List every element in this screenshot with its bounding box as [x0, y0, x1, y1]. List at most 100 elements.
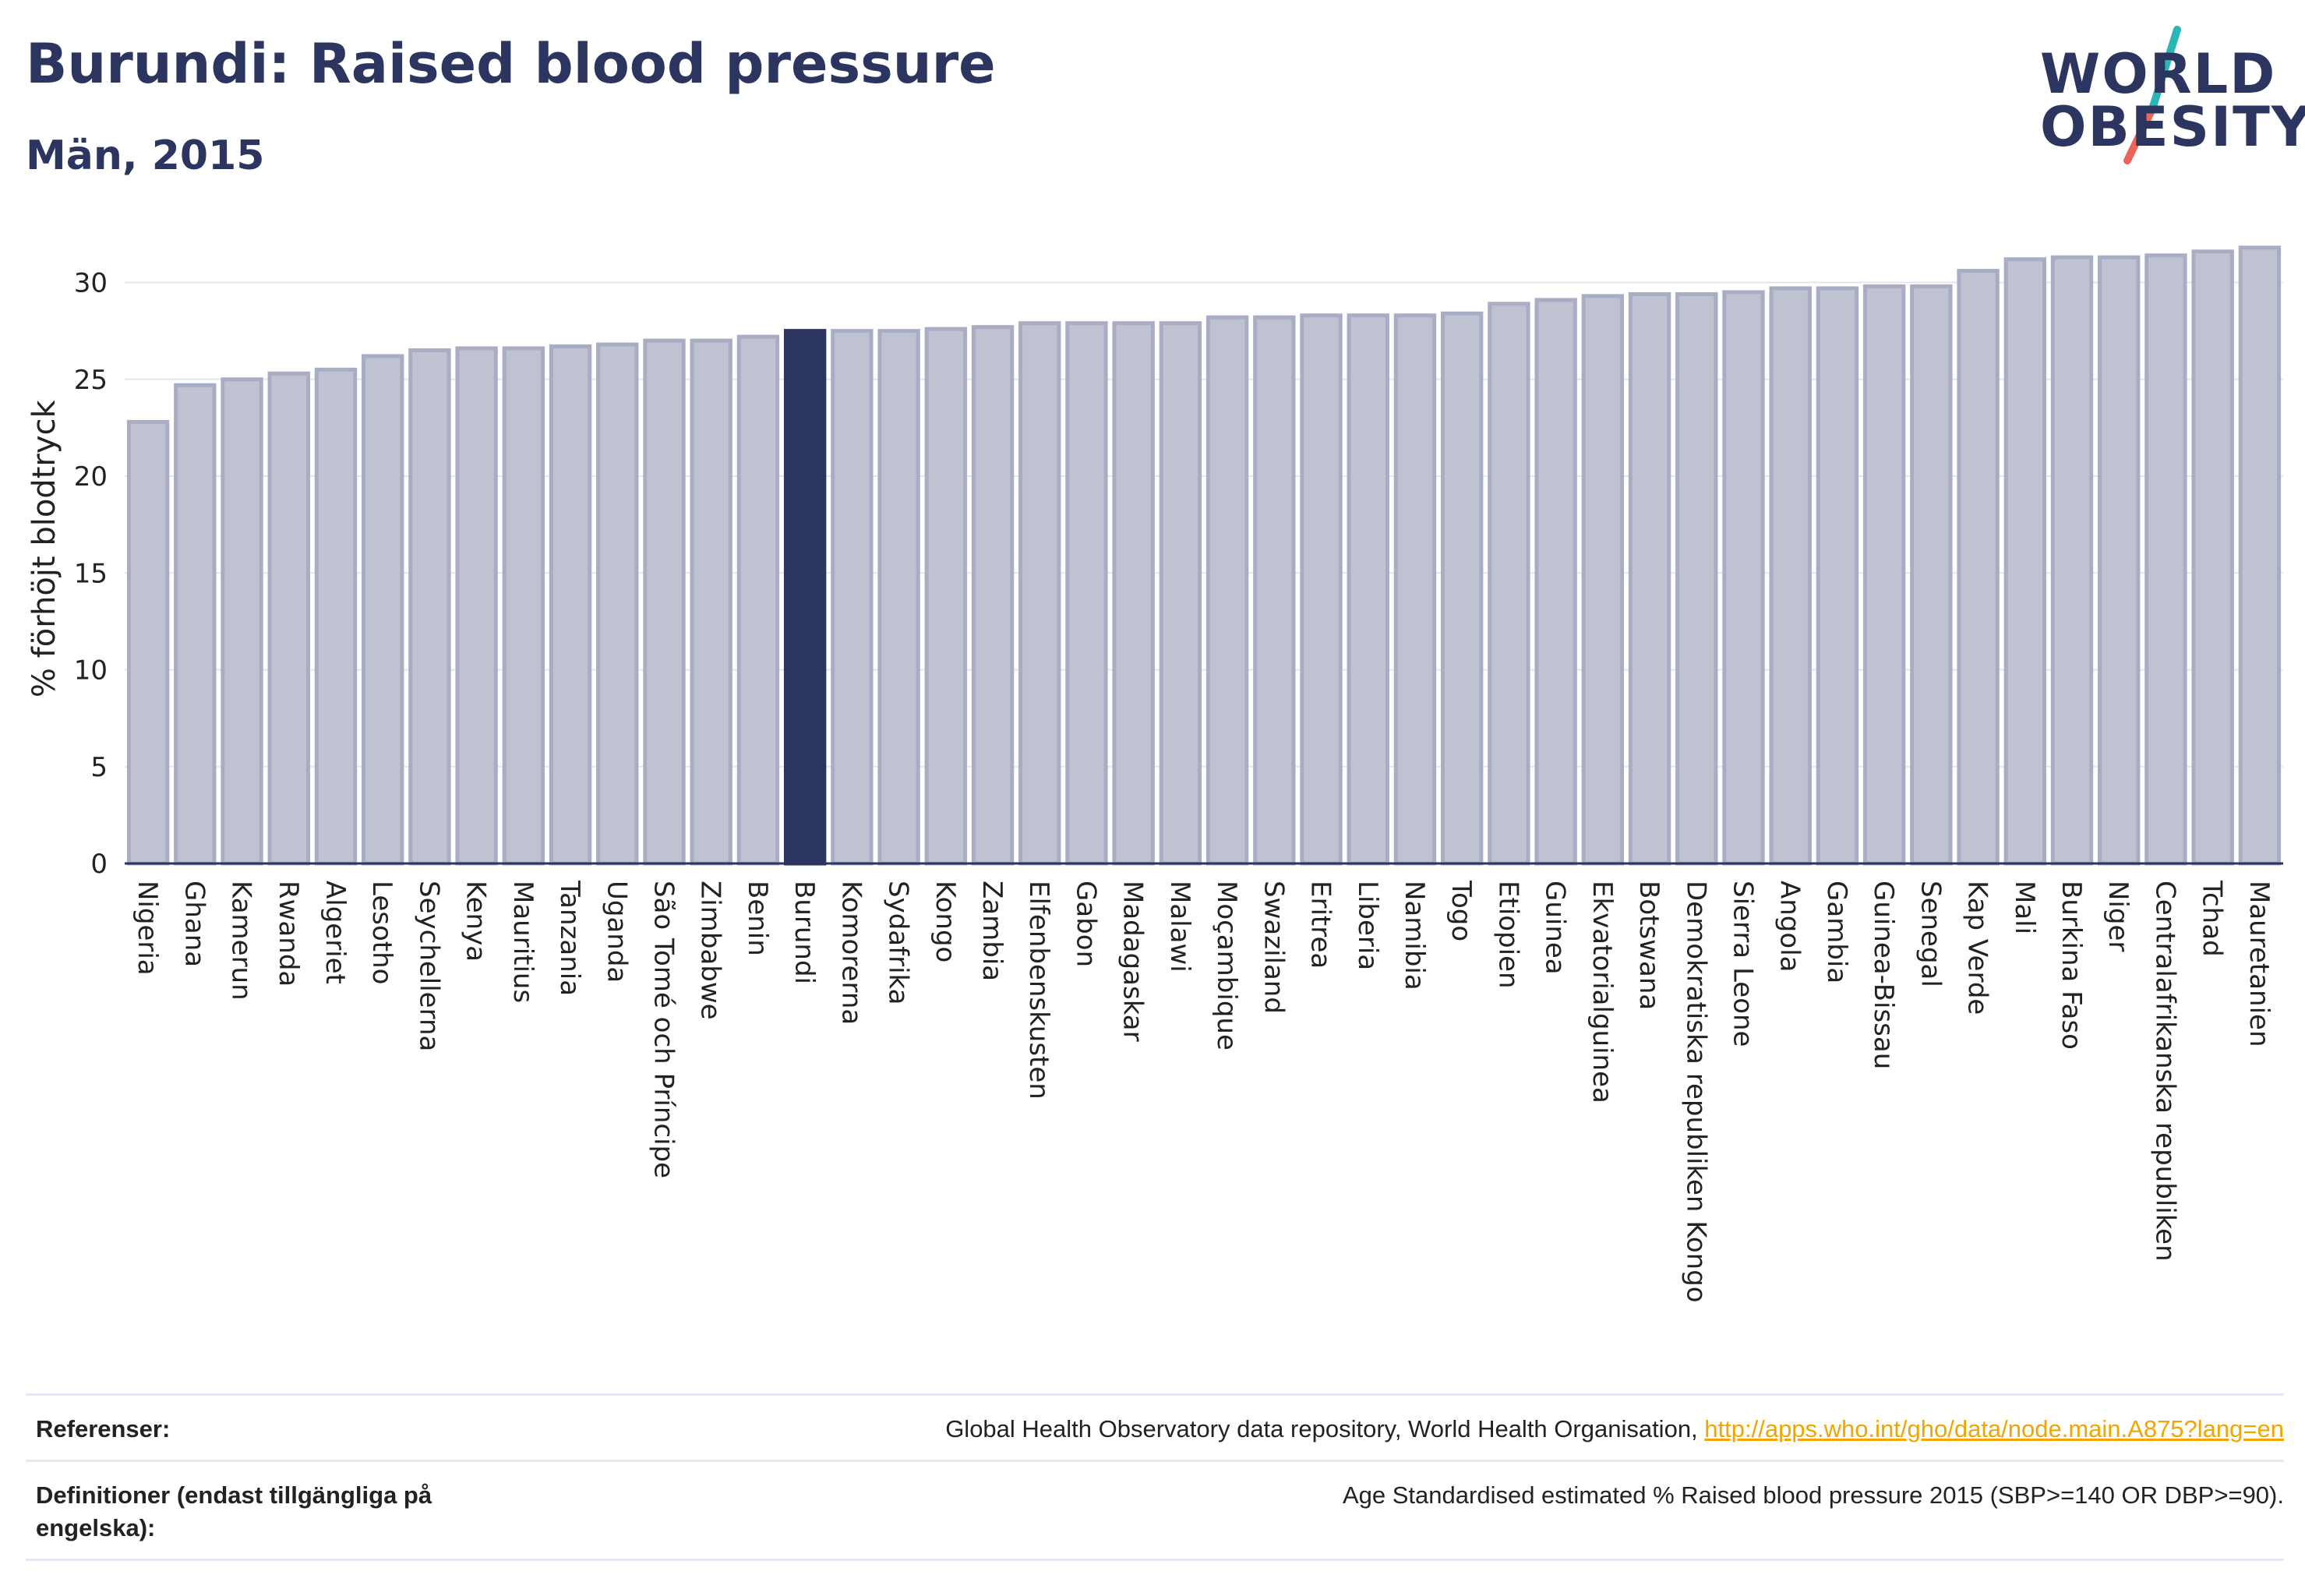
x-tick-label: Algeriet: [319, 881, 351, 984]
x-tick-label: Eritrea: [1305, 881, 1336, 969]
definitions-row: Definitioner (endast tillgängliga på eng…: [26, 1459, 2284, 1561]
references-link[interactable]: http://apps.who.int/gho/data/node.main.A…: [1704, 1415, 2284, 1442]
bar-19: [1018, 321, 1061, 866]
bar-4: [314, 367, 358, 866]
x-tick-label: Benin: [742, 881, 773, 956]
chart-subtitle: Män, 2015: [26, 132, 265, 179]
bar-36: [1816, 286, 1859, 866]
logo-line2: OBESITY: [2040, 95, 2305, 159]
definitions-label: Definitioner (endast tillgängliga på eng…: [36, 1481, 432, 1541]
bar-28: [1441, 311, 1484, 866]
x-tick-label: Moçambique: [1211, 881, 1242, 1050]
bar-42: [2098, 255, 2141, 866]
bar-10: [596, 342, 639, 866]
bar-31: [1581, 294, 1625, 866]
x-tick-label: Ghana: [178, 881, 210, 967]
bar-25: [1300, 313, 1343, 866]
references-text: Global Health Observatory data repositor…: [945, 1415, 1705, 1442]
y-tick-label: 30: [74, 268, 108, 299]
y-tick-label: 15: [74, 558, 108, 589]
bar-33: [1675, 291, 1718, 866]
x-tick-label: Burkina Faso: [2056, 881, 2087, 1050]
x-tick-label: Mauritius: [507, 881, 538, 1003]
y-axis-title: % förhöjt blodtryck: [26, 400, 62, 698]
references-value: Global Health Observatory data repositor…: [945, 1413, 2284, 1446]
chart-title: Burundi: Raised blood pressure: [26, 32, 996, 96]
bar-39: [1957, 269, 2000, 866]
bar-27: [1393, 313, 1437, 866]
bar-11: [643, 338, 686, 866]
bar-26: [1347, 313, 1389, 866]
bar-18: [971, 325, 1015, 866]
x-tick-label: São Tomé och Príncipe: [648, 881, 679, 1178]
bar-29: [1488, 302, 1530, 866]
x-tick-label: Lesotho: [366, 881, 397, 984]
bar-45: [2238, 245, 2282, 866]
x-tick-label: Guinea-Bissau: [1868, 881, 1899, 1069]
x-tick-label: Liberia: [1352, 881, 1383, 970]
definitions-value: Age Standardised estimated % Raised bloo…: [1342, 1481, 2284, 1509]
bar-41: [2050, 255, 2094, 866]
bar-16: [877, 329, 920, 866]
x-tick-label: Angola: [1774, 881, 1806, 972]
bar-40: [2003, 257, 2046, 866]
y-tick-label: 0: [90, 849, 108, 880]
x-tick-label: Botswana: [1633, 881, 1664, 1010]
x-tick-label: Rwanda: [273, 881, 304, 987]
x-tick-label: Kamerun: [226, 881, 257, 1001]
bar-34: [1722, 290, 1765, 866]
y-tick-label: 5: [90, 752, 108, 783]
bar-23: [1205, 315, 1249, 866]
x-tick-label: Seychellerna: [413, 881, 444, 1051]
x-tick-label: Gabon: [1070, 881, 1101, 967]
bar-5: [362, 354, 404, 866]
bar-0: [126, 419, 170, 866]
world-obesity-logo: WORLD OBESITY: [2026, 23, 2305, 171]
bar-7: [455, 346, 498, 866]
bar-20: [1065, 321, 1108, 866]
x-tick-label: Swaziland: [1258, 881, 1289, 1014]
x-tick-label: Mauretanien: [2243, 881, 2275, 1047]
bar-1: [174, 383, 217, 866]
bar-37: [1862, 284, 1906, 866]
bar-9: [549, 344, 592, 866]
bar-6: [408, 348, 451, 866]
bar-44: [2191, 249, 2234, 866]
x-tick-label: Elfenbenskusten: [1023, 881, 1054, 1100]
bar-21: [1112, 321, 1155, 866]
x-tick-label: Kenya: [461, 881, 492, 962]
footer: Referenser: Global Health Observatory da…: [26, 1393, 2284, 1561]
x-tick-label: Komorerna: [835, 881, 867, 1025]
bar-38: [1910, 284, 1953, 866]
x-tick-label: Kongo: [930, 881, 961, 962]
y-tick-label: 10: [74, 655, 108, 687]
x-tick-label: Uganda: [601, 881, 632, 983]
bar-24: [1253, 315, 1296, 866]
references-row: Referenser: Global Health Observatory da…: [26, 1393, 2284, 1460]
x-tick-label: Sydafrika: [883, 881, 914, 1005]
bar-15: [831, 329, 874, 866]
bar-32: [1628, 291, 1671, 866]
x-tick-label: Kap Verde: [1962, 881, 1993, 1015]
y-tick-label: 20: [74, 461, 108, 493]
x-tick-label: Tchad: [2197, 880, 2228, 957]
bar-13: [736, 334, 780, 866]
x-tick-label: Etiopien: [1492, 881, 1523, 989]
x-tick-label: Mali: [2009, 881, 2040, 934]
x-tick-label: Centralafrikanska republiken: [2149, 881, 2180, 1262]
x-tick-label: Gambia: [1821, 881, 1852, 983]
x-tick-label: Burundi: [789, 881, 820, 984]
bar-8: [502, 346, 545, 866]
x-tick-label: Zimbabwe: [695, 881, 726, 1020]
x-tick-label: Senegal: [1915, 881, 1946, 987]
bar-12: [690, 338, 732, 866]
bar-3: [267, 371, 310, 866]
x-tick-label: Guinea: [1540, 881, 1571, 975]
x-tick-label: Namibia: [1399, 881, 1430, 990]
x-tick-label: Zambia: [976, 881, 1008, 981]
y-tick-label: 25: [74, 365, 108, 396]
bar-2: [221, 377, 263, 866]
x-tick-label: Madagaskar: [1117, 881, 1149, 1042]
x-tick-label: Niger: [2102, 881, 2134, 952]
bar-35: [1769, 286, 1812, 866]
